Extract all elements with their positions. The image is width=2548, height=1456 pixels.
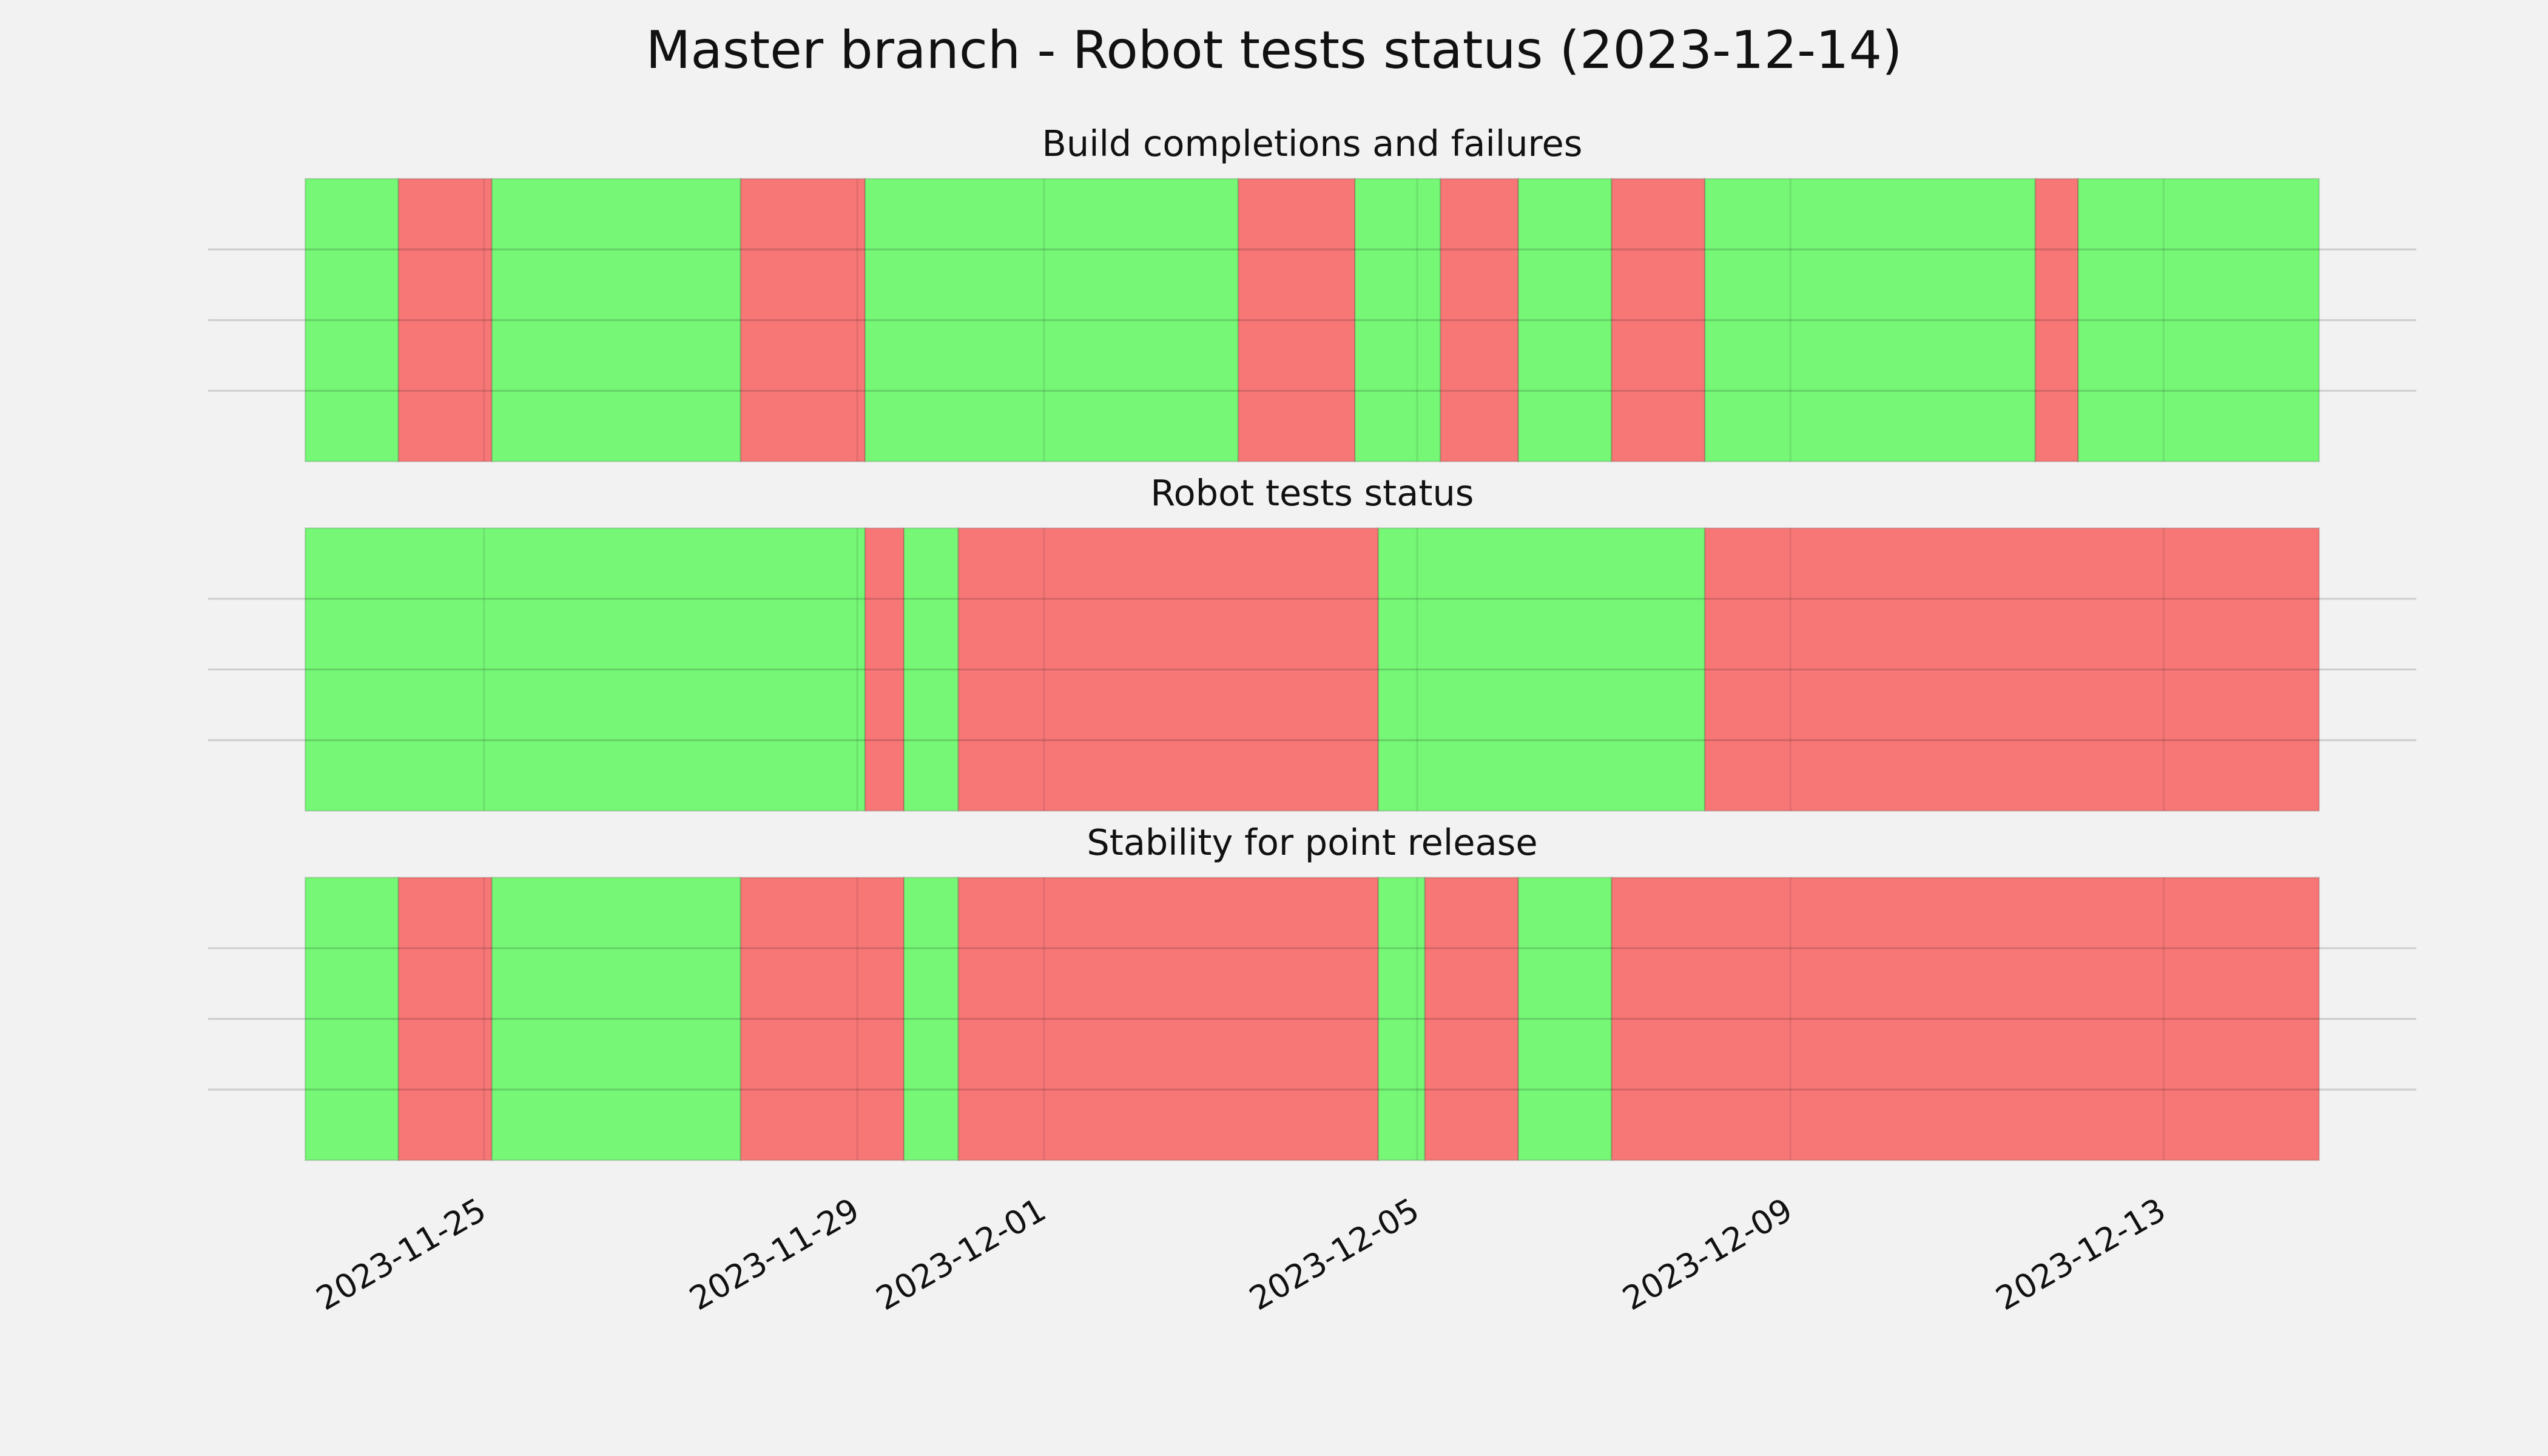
status-span xyxy=(1517,877,1613,1161)
status-span xyxy=(491,877,742,1161)
status-span xyxy=(397,178,493,463)
status-span xyxy=(1517,178,1613,463)
status-span xyxy=(740,178,866,463)
status-span xyxy=(1354,178,1441,463)
status-span xyxy=(1377,877,1426,1161)
status-span xyxy=(491,178,742,463)
status-span xyxy=(903,527,960,812)
panel-title: Stability for point release xyxy=(1087,821,1537,863)
status-span xyxy=(957,877,1380,1161)
status-span xyxy=(903,877,960,1161)
status-span xyxy=(1237,178,1356,463)
status-span xyxy=(864,527,905,812)
status-span xyxy=(957,527,1380,812)
status-span xyxy=(1704,178,2037,463)
chart-title: Master branch - Robot tests status (2023… xyxy=(645,20,1902,81)
status-span xyxy=(1704,527,2320,812)
panel-title: Build completions and failures xyxy=(1042,123,1582,164)
status-span xyxy=(304,178,400,463)
status-span xyxy=(397,877,493,1161)
status-span xyxy=(1424,877,1519,1161)
status-span xyxy=(304,877,400,1161)
status-span xyxy=(2077,178,2320,463)
status-span xyxy=(2034,178,2079,463)
status-span xyxy=(304,527,866,812)
panel-title: Robot tests status xyxy=(1150,472,1474,514)
status-span xyxy=(864,178,1239,463)
status-span xyxy=(1377,527,1706,812)
status-span xyxy=(740,877,905,1161)
status-span xyxy=(1440,178,1519,463)
status-span xyxy=(1611,178,1706,463)
status-span xyxy=(1611,877,2320,1161)
